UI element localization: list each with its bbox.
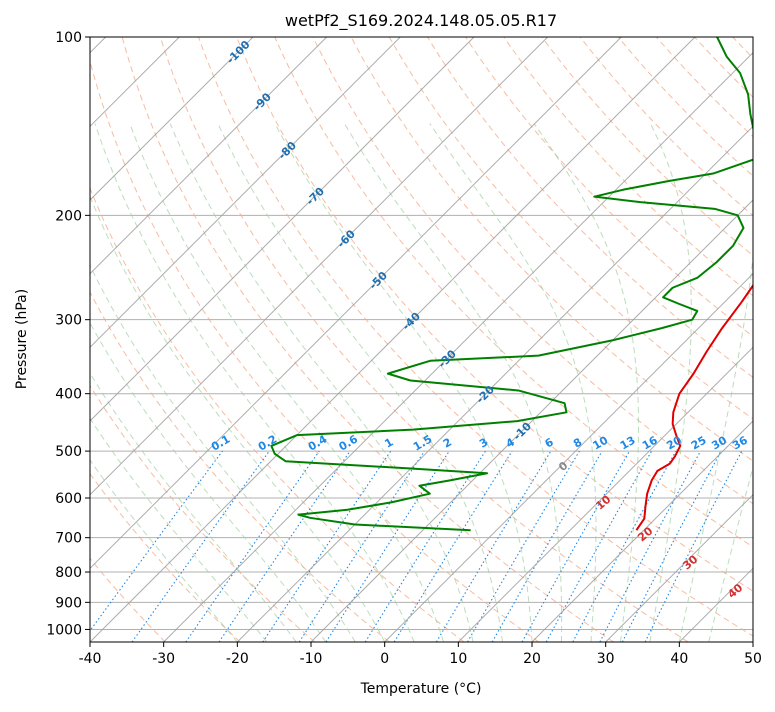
moist-adiabat [343,123,563,642]
moist-adiabat [90,372,297,642]
dry-adiabat [274,37,753,548]
moist-adiabat [708,464,753,642]
moist-adiabat [533,123,639,642]
dewpoint-profile [270,37,753,532]
moist-adiabat [94,123,415,642]
x-tick-label: -20 [226,651,249,667]
mixing-ratio-line [393,450,513,642]
y-tick-label: 800 [55,565,82,581]
dry-adiabat [121,37,614,642]
x-tick-label: 0 [380,651,389,667]
isotherm [531,420,753,642]
isotherm [90,37,622,570]
dry-adiabat [90,186,465,642]
dry-adiabat [90,59,540,642]
isotherm [90,37,401,349]
y-tick-label: 600 [55,491,82,507]
isotherm [457,346,753,642]
mixing-ratio-line [185,450,320,642]
moist-adiabat [90,417,268,642]
mixing-ratio-line [218,450,351,642]
x-tick-label: 30 [597,651,615,667]
dry-adiabat [312,37,753,505]
y-tick-label: 1000 [46,622,82,638]
y-tick-label: 300 [55,313,82,329]
x-tick-label: 10 [449,651,467,667]
x-tick-label: 50 [744,651,762,667]
moist-adiabat [678,251,753,642]
dry-adiabat [350,37,753,462]
moist-adiabat [217,123,504,642]
dry-adiabat [90,291,390,642]
y-axis-label: Pressure (hPa) [14,289,30,389]
x-tick-label: 20 [523,651,541,667]
mixing-ratio-line [262,450,392,642]
mixing-ratio-line [644,450,743,642]
isotherm [90,37,696,642]
dry-adiabat [388,37,753,420]
isotherm [90,37,254,201]
moist-adiabat [129,123,445,642]
dry-adiabat [426,37,753,378]
moist-adiabat [274,123,533,642]
dry-adiabat [503,37,753,297]
mixing-ratio-line [298,450,425,642]
dry-adiabat [90,472,241,642]
isotherm [163,51,753,642]
moist-adiabat [169,123,474,642]
moist-adiabat [649,123,692,642]
plot-frame [89,36,754,643]
dry-adiabat [236,37,753,592]
isotherm [384,272,753,642]
isotherm [605,493,753,642]
x-tick-label: -30 [152,651,175,667]
mixing-ratio-line [521,450,630,642]
dry-adiabat [90,384,316,642]
chart-title: wetPf2_S169.2024.148.05.05.R17 [285,11,557,31]
y-tick-label: 400 [55,387,82,403]
isotherm [90,37,475,422]
mixing-ratio-line [131,450,270,642]
x-tick-label: 40 [670,651,688,667]
mixing-ratio-line [545,450,653,642]
mixing-ratio-line [325,450,450,642]
y-tick-label: 700 [55,531,82,547]
isotherm [90,37,328,275]
dry-adiabat [159,37,689,642]
dry-adiabat [465,37,753,337]
mixing-ratio-line [90,450,223,632]
mixing-ratio-line [572,450,677,642]
x-tick-label: -10 [300,651,323,667]
isotherm [90,37,549,496]
moist-adiabat [90,264,356,642]
y-tick-label: 200 [55,208,82,224]
y-tick-label: 100 [55,30,82,46]
y-tick-label: 900 [55,595,82,611]
temperature-profile [635,283,753,531]
x-axis-label: Temperature (°C) [360,681,482,697]
x-tick-label: -40 [79,651,102,667]
y-tick-label: 500 [55,444,82,460]
isotherm [236,125,753,642]
